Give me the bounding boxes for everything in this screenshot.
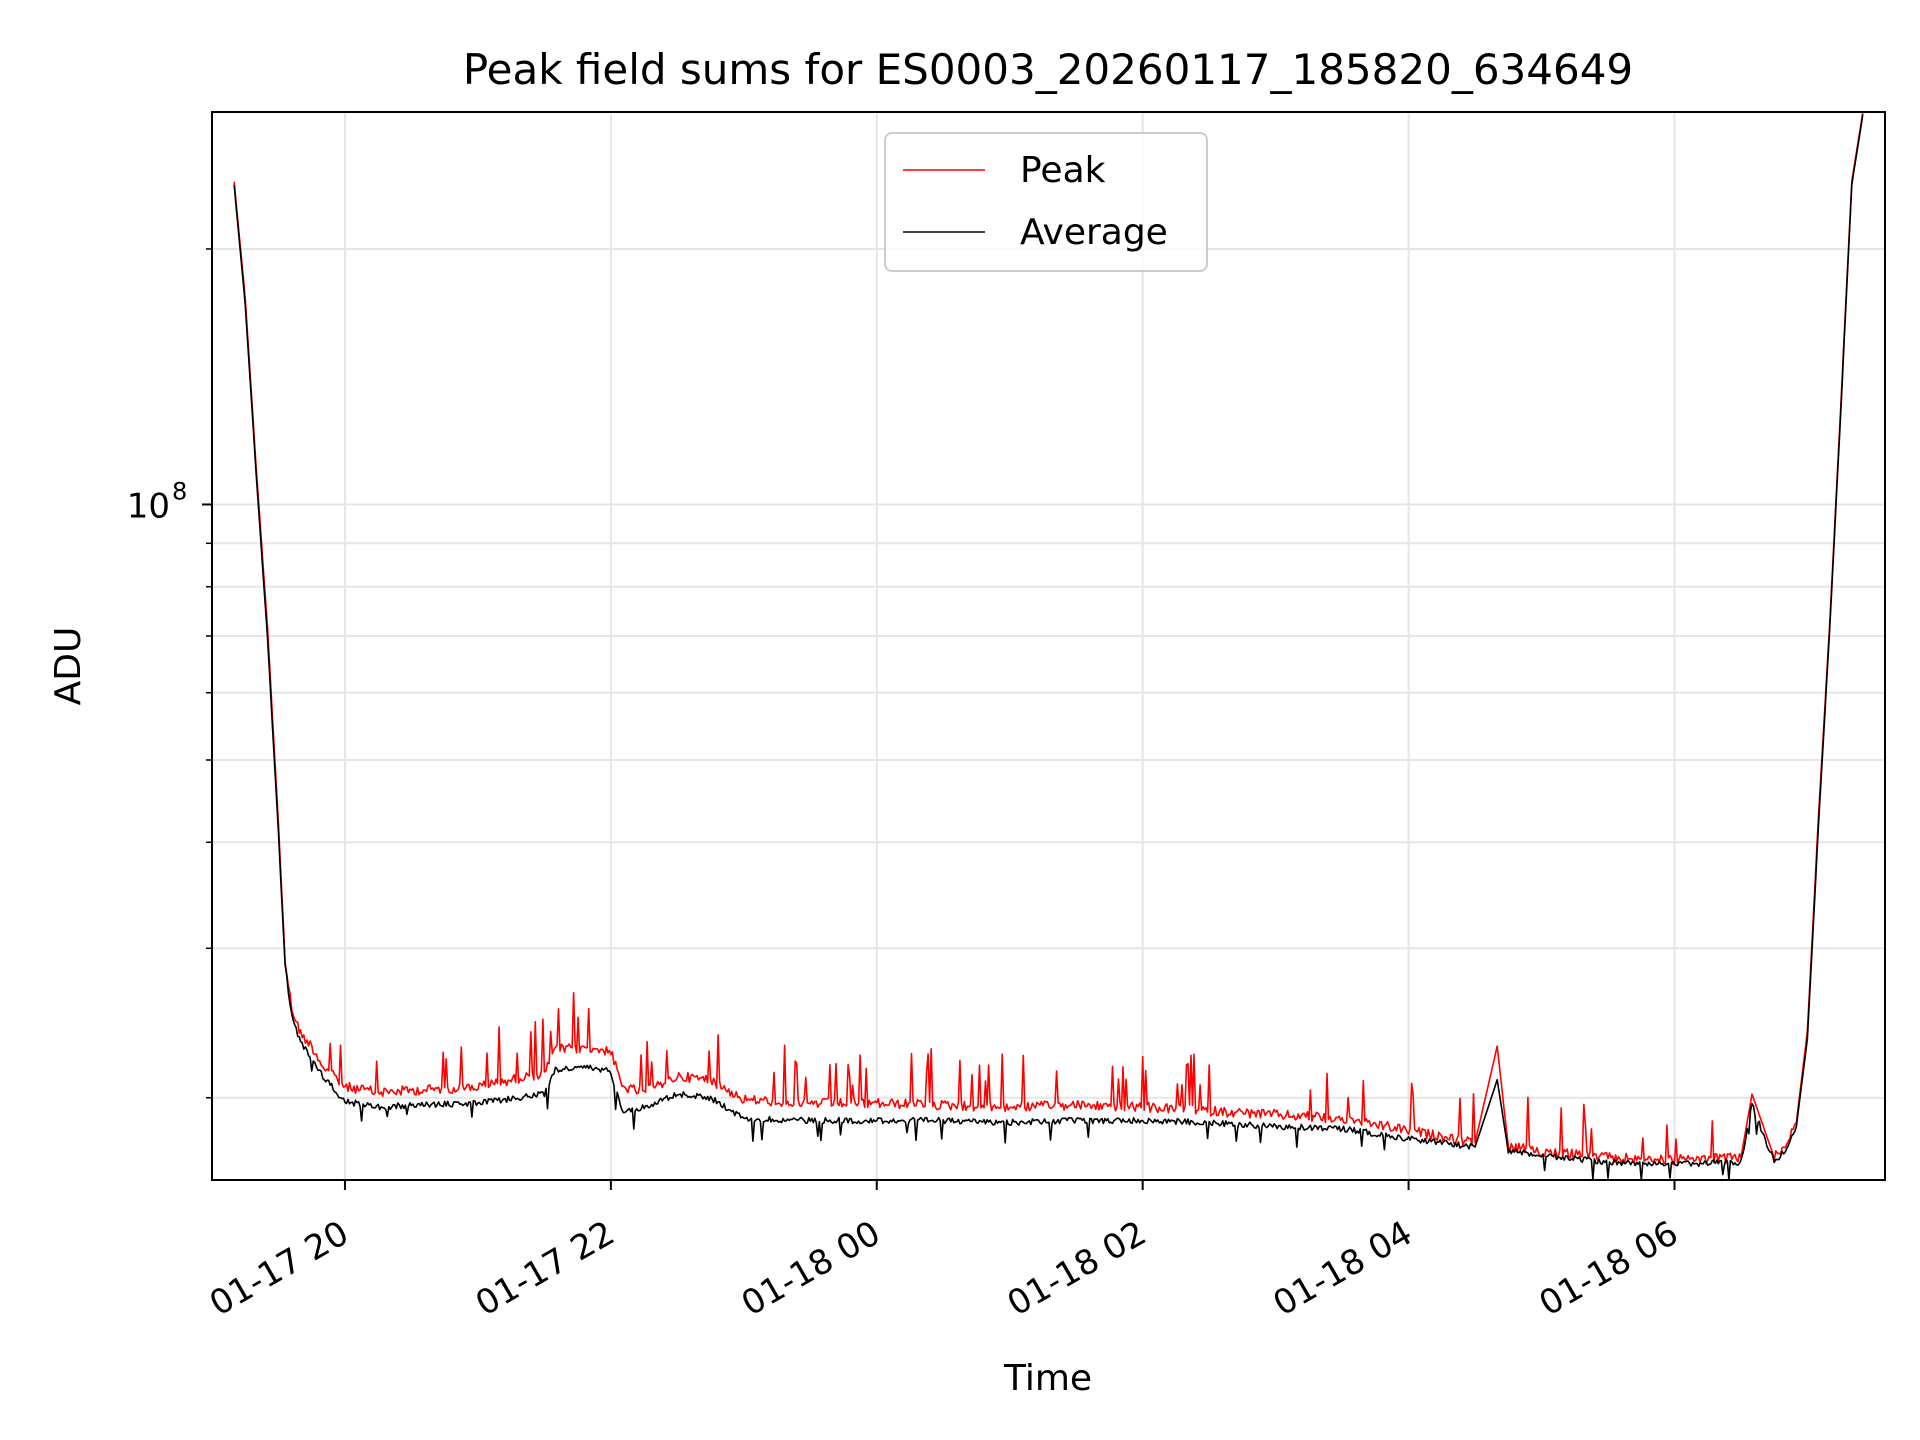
- y-tick-label-exponent: 8: [172, 477, 187, 505]
- y-axis-label: ADU: [48, 627, 89, 706]
- plot-frame: [211, 111, 1886, 1181]
- y-tick-label: 10: [127, 486, 170, 526]
- x-axis-label: Time: [1003, 1358, 1092, 1399]
- y-axis: 10 8: [127, 248, 212, 1099]
- chart-title: Peak field sums for ES0003_20260117_1858…: [463, 45, 1633, 94]
- plot-lines: [233, 111, 1864, 1181]
- legend-box: [884, 132, 1208, 272]
- legend: Peak Average: [884, 132, 1208, 272]
- legend-label-peak: Peak: [1020, 150, 1106, 191]
- legend-label-average: Average: [1020, 212, 1168, 253]
- series-line-average: [233, 114, 1864, 1181]
